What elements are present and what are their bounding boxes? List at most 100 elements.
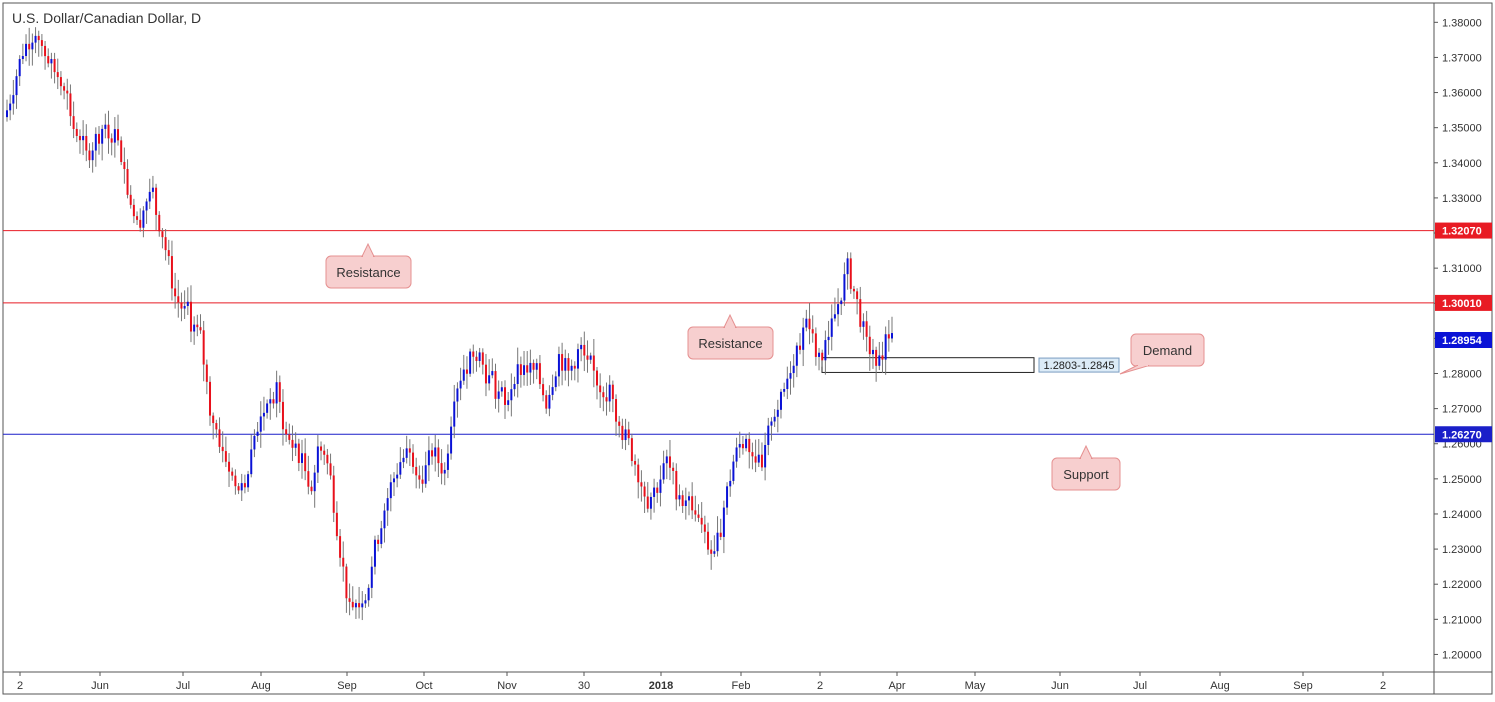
demand-zone-box xyxy=(821,357,1035,373)
candle-down xyxy=(170,256,173,289)
candle-down xyxy=(47,56,50,64)
candle-up xyxy=(818,352,821,357)
x-tick-label: Feb xyxy=(732,680,751,692)
candle-up xyxy=(151,187,154,192)
candle-down xyxy=(69,93,72,117)
candle-up xyxy=(15,76,18,96)
candle-up xyxy=(450,426,453,454)
candle-up xyxy=(361,603,364,608)
candle-down xyxy=(865,321,868,337)
candle-down xyxy=(161,231,164,238)
candle-down xyxy=(691,496,694,511)
candle-up xyxy=(516,364,519,384)
candle-up xyxy=(392,478,395,483)
candle-up xyxy=(776,409,779,417)
candle-down xyxy=(754,456,757,463)
candle-up xyxy=(891,333,893,339)
x-tick-label: 30 xyxy=(578,680,590,692)
candle-down xyxy=(627,429,630,439)
candle-up xyxy=(82,135,85,141)
level-price-tag-label: 1.26270 xyxy=(1442,429,1482,441)
candle-down xyxy=(668,456,671,468)
candle-down xyxy=(329,463,332,476)
candle-up xyxy=(275,382,278,404)
candle-up xyxy=(837,304,840,315)
candle-up xyxy=(370,566,373,588)
candle-down xyxy=(615,399,618,422)
candle-down xyxy=(526,365,529,373)
candle-down xyxy=(710,549,713,554)
candle-up xyxy=(500,387,503,392)
candle-up xyxy=(659,479,662,493)
candle-up xyxy=(9,103,12,111)
candle-down xyxy=(139,219,142,228)
candle-down xyxy=(656,487,659,493)
candle-down xyxy=(602,392,605,398)
candle-up xyxy=(380,528,383,544)
callout-label-resistance-upper: Resistance xyxy=(336,265,400,280)
callout-label-resistance-lower: Resistance xyxy=(698,336,762,351)
candle-up xyxy=(846,258,849,275)
candle-up xyxy=(665,456,668,464)
last-price-tag xyxy=(1435,331,1492,348)
candle-up xyxy=(183,305,186,309)
demand-zone-label-box xyxy=(1038,357,1120,373)
candle-up xyxy=(148,191,151,202)
candle-down xyxy=(117,129,120,141)
candle-down xyxy=(326,454,329,464)
candle-up xyxy=(729,480,732,487)
candle-down xyxy=(231,471,234,476)
candle-up xyxy=(354,603,357,608)
candle-up xyxy=(789,373,792,379)
candle-up xyxy=(802,327,805,350)
y-tick-label: 1.22000 xyxy=(1442,579,1482,591)
candle-down xyxy=(37,35,40,41)
candle-up xyxy=(424,465,427,484)
callout-pointer xyxy=(723,313,737,328)
candle-down xyxy=(494,371,497,399)
candle-down xyxy=(640,482,643,487)
candle-down xyxy=(875,349,878,366)
candle-down xyxy=(304,453,307,472)
candle-down xyxy=(205,364,208,382)
candle-down xyxy=(342,557,345,567)
candle-up xyxy=(773,416,776,422)
candle-down xyxy=(672,467,675,471)
candle-up xyxy=(764,445,767,468)
candle-up xyxy=(405,448,408,458)
candle-up xyxy=(104,124,107,129)
candle-up xyxy=(871,349,874,355)
candle-down xyxy=(418,475,421,480)
candle-down xyxy=(272,399,275,404)
level-price-tag-label: 1.32070 xyxy=(1442,226,1482,238)
candle-up xyxy=(50,58,53,64)
candle-down xyxy=(707,531,710,550)
candle-down xyxy=(215,423,218,430)
x-tick-label: Jun xyxy=(1051,680,1069,692)
candle-down xyxy=(339,536,342,558)
candle-up xyxy=(294,443,297,448)
candle-up xyxy=(316,446,319,473)
candle-down xyxy=(59,77,62,87)
candle-up xyxy=(459,380,462,389)
candle-down xyxy=(85,135,88,151)
candle-down xyxy=(592,355,595,371)
candle-up xyxy=(624,429,627,441)
candle-down xyxy=(97,133,100,144)
candle-down xyxy=(643,486,646,497)
candle-down xyxy=(320,446,323,451)
candle-down xyxy=(180,302,183,309)
candle-up xyxy=(608,384,611,402)
candle-down xyxy=(63,86,66,91)
candle-up xyxy=(383,510,386,529)
candle-down xyxy=(351,601,354,608)
candle-down xyxy=(415,466,418,476)
candle-down xyxy=(887,334,890,339)
candle-down xyxy=(808,318,811,330)
candle-up xyxy=(434,447,437,457)
candle-up xyxy=(548,394,551,409)
candle-down xyxy=(278,382,281,402)
